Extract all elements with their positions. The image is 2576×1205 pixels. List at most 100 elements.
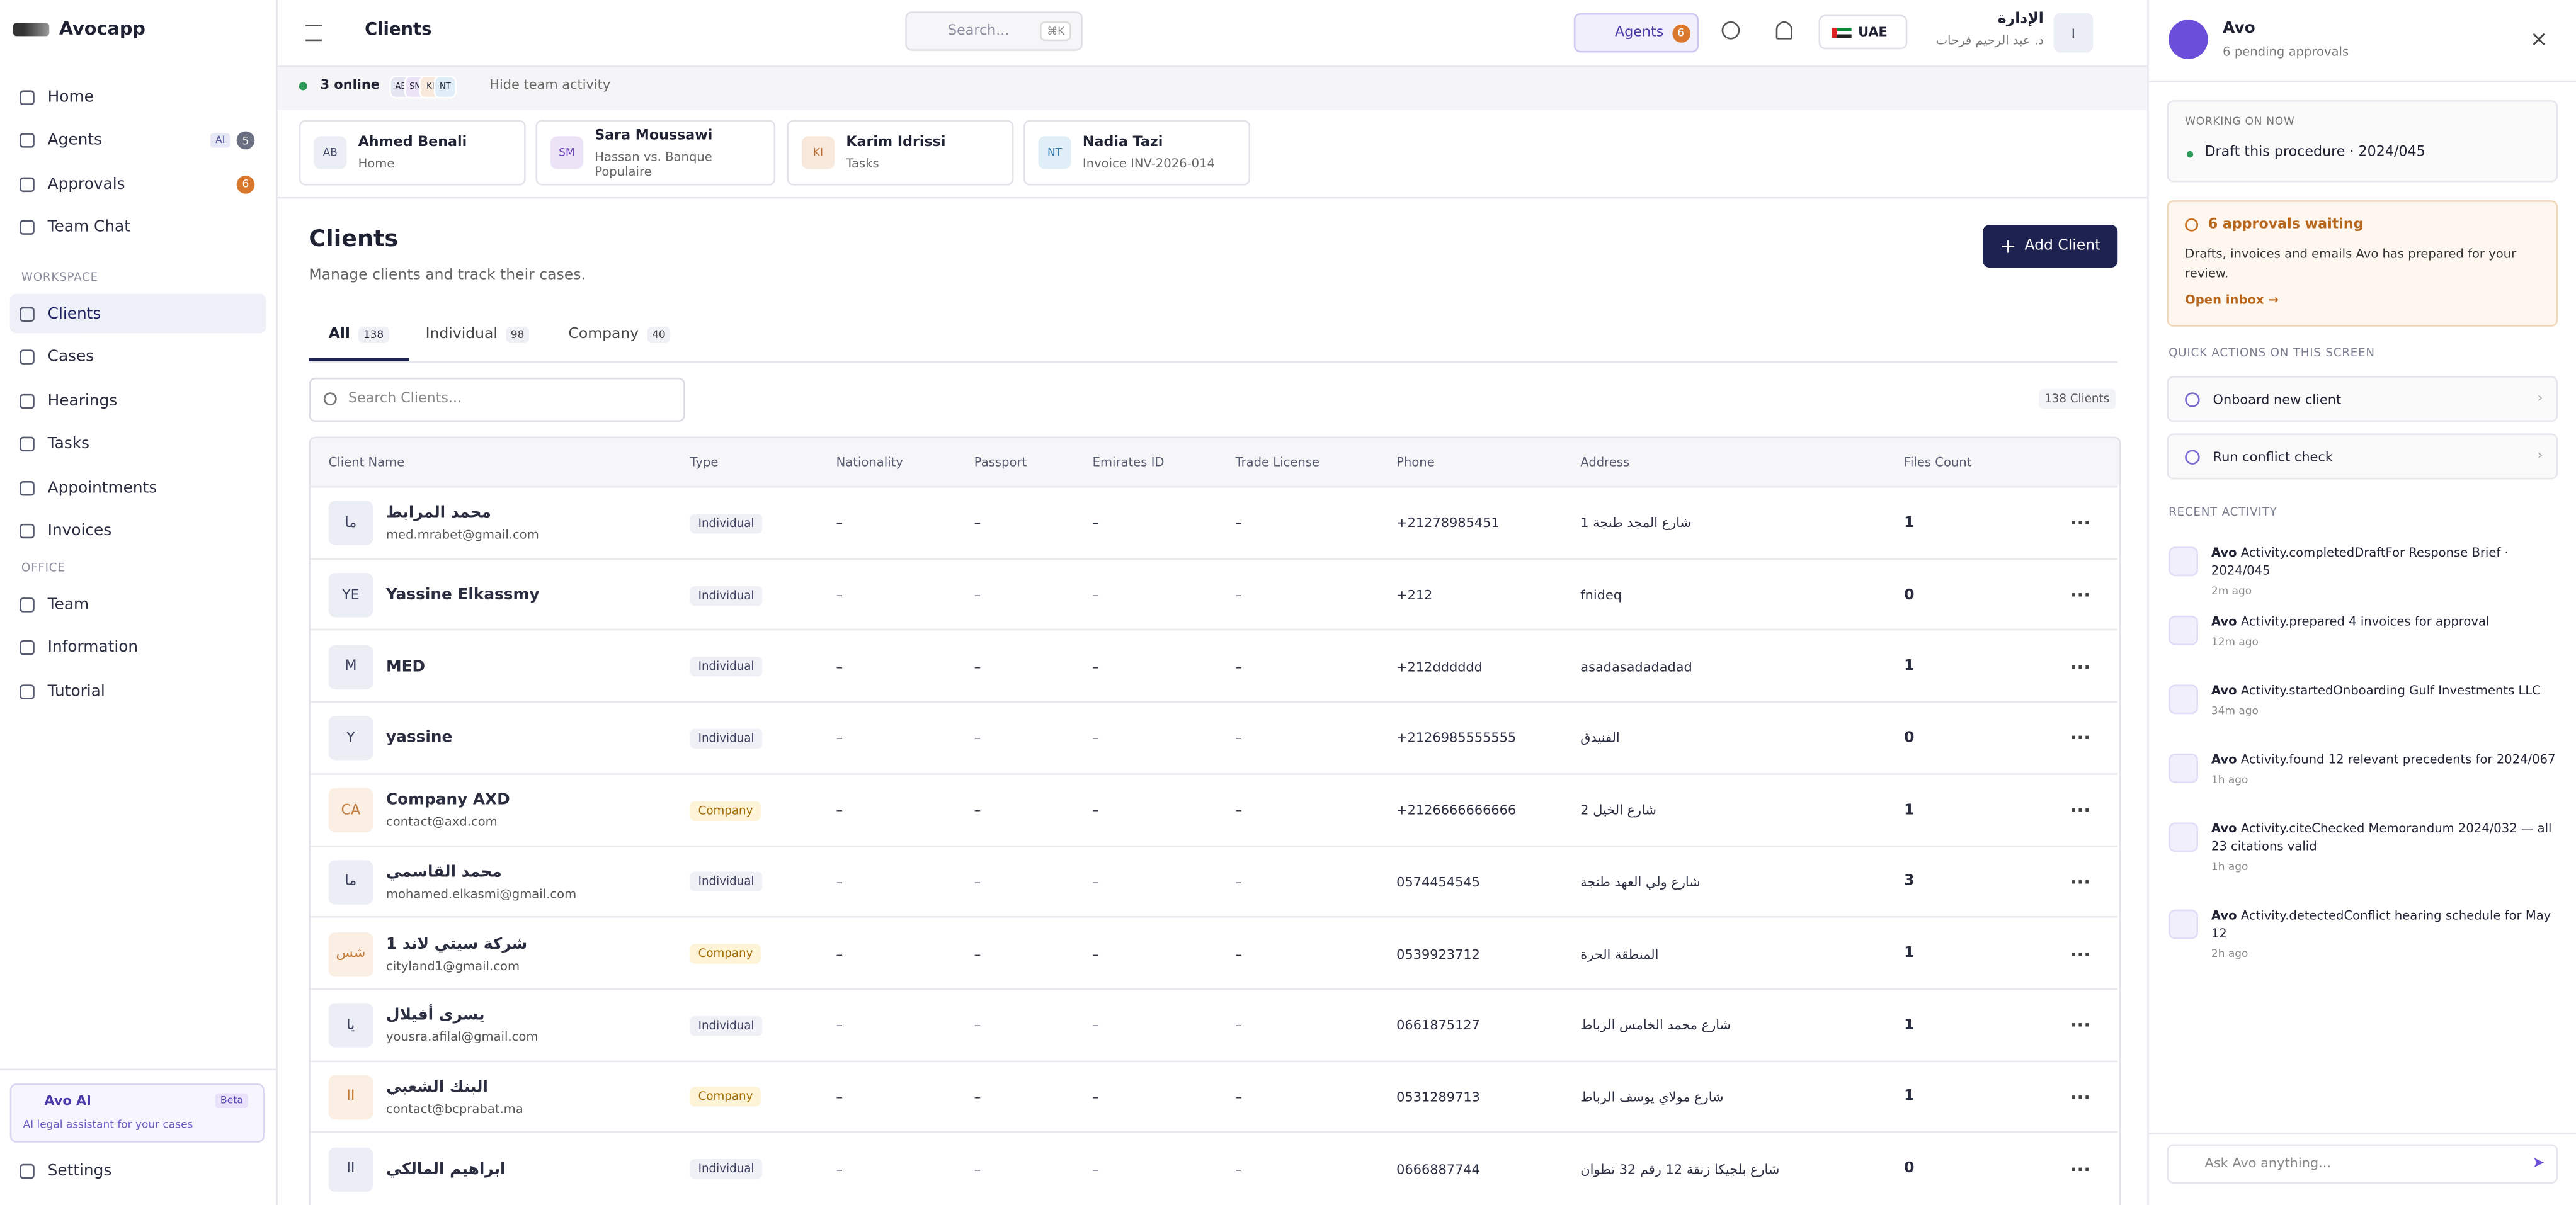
- table-row[interactable]: II البنك الشعبي contact@bcprabat.ma Company…: [310, 1060, 2118, 1133]
- nav-item[interactable]: Appointments: [10, 468, 266, 507]
- phone: 0666887744: [1396, 1162, 1480, 1177]
- row-actions[interactable]: ···: [2070, 584, 2091, 606]
- agents-label: Agents: [1615, 25, 1664, 42]
- promo[interactable]: Avo AI Beta AI legal assistant for your ca…: [9, 1083, 265, 1143]
- nationality: –: [836, 1162, 843, 1177]
- trade-license: –: [1235, 587, 1242, 603]
- nav-item[interactable]: Approvals 6: [10, 164, 266, 204]
- trade-license: –: [1235, 874, 1242, 890]
- client-avatar: يا: [328, 1003, 373, 1048]
- quick-action[interactable]: Onboard new client ›: [2167, 376, 2558, 422]
- table-row[interactable]: II ابراهيم المالكي Individual – – – – 066688774…: [310, 1131, 2118, 1205]
- activity-text: Avo Activity.completedDraftFor Response …: [2211, 543, 2560, 601]
- cell: 0: [1904, 559, 1914, 631]
- ask-input[interactable]: Ask Avo anything... ➤: [2167, 1144, 2558, 1184]
- nav-item[interactable]: Invoices: [10, 511, 266, 551]
- cell: Individual: [690, 846, 763, 918]
- column-header: Nationality: [836, 455, 903, 470]
- user-avatar[interactable]: I: [2053, 13, 2094, 53]
- cell: Individual: [690, 559, 763, 631]
- menu-icon[interactable]: [305, 25, 322, 42]
- table-row[interactable]: ما محمد القاسمي mohamed.elkasmi@gmail.com I…: [310, 844, 2118, 919]
- member-text: Karim Idrissi Tasks: [846, 135, 945, 171]
- trade-license: –: [1235, 1162, 1242, 1177]
- cell: –: [1236, 990, 1242, 1061]
- table-row[interactable]: CA Company AXD contact@axd.com Company – – – – +…: [310, 772, 2118, 847]
- cell: II البنك الشعبي contact@bcprabat.ma: [328, 1061, 523, 1133]
- nav-item[interactable]: Team: [10, 584, 266, 624]
- address: شارع ولي العهد طنجة: [1580, 874, 1701, 890]
- member-activity: Invoice INV-2026-014: [1082, 156, 1215, 171]
- row-actions[interactable]: ···: [2070, 1158, 2091, 1180]
- nav-item[interactable]: Settings: [10, 1151, 266, 1191]
- row-actions[interactable]: ···: [2070, 512, 2091, 535]
- hide-team[interactable]: Hide team activity: [489, 77, 611, 93]
- table-row[interactable]: M MED Individual – – – – +212dddddd asadasadadad…: [310, 629, 2118, 703]
- warn-icon: [2185, 218, 2199, 232]
- add-client-button[interactable]: + Add Client: [1983, 225, 2118, 268]
- cell: ما محمد القاسمي mohamed.elkasmi@gmail.com: [328, 846, 576, 918]
- nav-item[interactable]: Information: [10, 628, 266, 667]
- nav-item[interactable]: Clients: [9, 293, 266, 334]
- close[interactable]: ×: [2529, 28, 2548, 53]
- phone: 0539923712: [1396, 946, 1480, 961]
- row-actions[interactable]: ···: [2070, 1015, 2091, 1037]
- cell: YE Yassine Elkassmy: [328, 559, 540, 631]
- table-row[interactable]: ما محمد المرابط med.mrabet@gmail.com Indivi…: [310, 485, 2118, 560]
- client-text: MED: [386, 658, 425, 676]
- address: شارع محمد الخامس الرباط: [1580, 1018, 1731, 1033]
- region-select[interactable]: UAE: [1818, 14, 1908, 50]
- nav-item[interactable]: Home: [10, 77, 266, 117]
- client-search[interactable]: Search Clients...: [309, 377, 685, 422]
- nav-item[interactable]: Cases: [10, 337, 266, 377]
- activity-actor: Avo: [2211, 614, 2237, 629]
- row-actions[interactable]: ···: [2070, 871, 2091, 893]
- tab[interactable]: Individual 98: [406, 317, 549, 361]
- nav-item[interactable]: Tutorial: [10, 672, 266, 711]
- tab[interactable]: All 138: [309, 317, 409, 361]
- client-email: med.mrabet@gmail.com: [385, 527, 539, 543]
- cell: –: [1093, 1061, 1099, 1133]
- trade-license: –: [1235, 1018, 1242, 1033]
- row-actions[interactable]: ···: [2070, 943, 2091, 965]
- globe-icon[interactable]: [1721, 21, 1740, 40]
- files: 1: [1904, 1017, 1915, 1034]
- activity-text: Avo Activity.citeChecked Memorandum 2024…: [2211, 819, 2560, 876]
- table-row[interactable]: شس شركة سيتي لاند 1 cityland1@gmail.com Com…: [310, 916, 2118, 990]
- row-actions[interactable]: ···: [2070, 800, 2091, 822]
- type-badge: Individual: [690, 1159, 763, 1179]
- cell: –: [1093, 487, 1099, 559]
- row-actions[interactable]: ···: [2070, 728, 2091, 750]
- row-actions[interactable]: ···: [2070, 656, 2091, 678]
- approvals-link[interactable]: Open inbox →: [2185, 292, 2279, 307]
- cell: 1: [1904, 487, 1914, 559]
- cell: يا يسرى أفيلال yousra.afilal@gmail.com: [328, 990, 538, 1061]
- table-row[interactable]: YE Yassine Elkassmy Individual – – – – +212 fnid…: [310, 557, 2118, 631]
- nav-item[interactable]: Team Chat: [10, 208, 266, 247]
- nav-item[interactable]: Agents AI 5: [10, 121, 266, 161]
- search-placeholder: Search Clients...: [348, 390, 462, 407]
- nav-item[interactable]: Hearings: [10, 381, 266, 421]
- emirates-id: –: [1092, 803, 1100, 818]
- border: [2148, 1133, 2576, 1134]
- row-actions[interactable]: ···: [2070, 1087, 2091, 1108]
- promo-badge: Beta: [215, 1093, 248, 1109]
- activity-body: Activity.prepared 4 invoices for approva…: [2240, 614, 2490, 629]
- quick-action[interactable]: Run conflict check ›: [2167, 433, 2558, 480]
- type-badge: Individual: [690, 585, 763, 605]
- bell-icon[interactable]: [1775, 21, 1792, 40]
- recent-label: RECENT ACTIVITY: [2169, 506, 2277, 519]
- icon: [20, 436, 35, 452]
- global-search[interactable]: Search... ⌘K: [905, 11, 1083, 51]
- agents-button[interactable]: Agents 6: [1573, 13, 1699, 53]
- tab[interactable]: Company 40: [549, 317, 690, 361]
- table-row[interactable]: يا يسرى أفيلال yousra.afilal@gmail.com Indi…: [310, 988, 2118, 1061]
- type-badge: Company: [690, 800, 761, 820]
- cell: 1: [1904, 631, 1914, 703]
- user-sub: د. عبد الرحيم فرحات: [1935, 33, 2044, 48]
- search-icon: [323, 392, 337, 406]
- cell: –: [836, 918, 843, 990]
- nav-item[interactable]: Tasks: [10, 424, 266, 464]
